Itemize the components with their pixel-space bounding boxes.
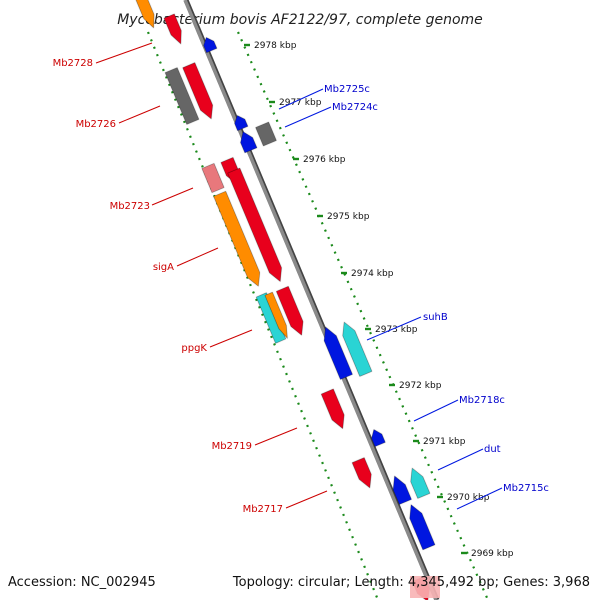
gene-feature-orange-top <box>135 0 155 29</box>
gene-label-leader <box>254 427 298 446</box>
gene-feature-red <box>182 62 213 120</box>
map-title: Mycobacterium bovis AF2122/97, complete … <box>117 12 483 28</box>
gene-feature-red <box>227 167 282 282</box>
kbp-tick-label: 2973 kbp <box>375 325 418 335</box>
gene-label-ppgk: ppgK <box>181 343 207 354</box>
gene-label-leader <box>209 329 253 348</box>
gene-label-leader <box>413 399 459 422</box>
gene-label-leader <box>456 487 503 510</box>
gene-label-mb2728: Mb2728 <box>53 58 93 69</box>
gene-feature-orange <box>264 291 288 339</box>
gene-label-leader <box>366 316 422 341</box>
kbp-tick-label: 2977 kbp <box>279 98 322 108</box>
gene-label-mb2719: Mb2719 <box>212 441 252 452</box>
kbp-tick-label: 2970 kbp <box>447 493 490 503</box>
kbp-tick-label: 2974 kbp <box>351 269 394 279</box>
gene-feature-gray <box>255 121 277 147</box>
gene-feature-cyan <box>342 321 373 377</box>
gene-label-siga: sigA <box>153 262 174 273</box>
gene-feature-blue <box>392 475 412 505</box>
gene-feature-blue <box>371 429 386 447</box>
gene-label-leader <box>176 247 219 267</box>
gene-label-leader <box>278 88 324 110</box>
gene-label-dut: dut <box>484 444 501 455</box>
gene-label-mb2725c: Mb2725c <box>324 84 370 95</box>
genome-summary-text: Topology: circular; Length: 4,345,492 bp… <box>232 575 590 590</box>
gene-label-mb2723: Mb2723 <box>110 201 150 212</box>
gene-label-suhb: suhB <box>423 312 448 323</box>
gene-label-mb2717: Mb2717 <box>243 504 283 515</box>
gene-feature-red <box>276 286 304 336</box>
gene-label-mb2715c: Mb2715c <box>503 483 549 494</box>
gene-label-mb2718c: Mb2718c <box>459 395 505 406</box>
gene-label-leader <box>118 105 161 124</box>
gene-label-leader <box>437 448 484 471</box>
kbp-tick-label: 2975 kbp <box>327 212 370 222</box>
gene-feature-blue <box>240 131 258 154</box>
gene-feature-orange <box>213 191 261 287</box>
gene-label-leader <box>285 490 328 509</box>
gene-feature-red <box>320 388 345 430</box>
gene-label-leader <box>95 42 153 64</box>
genome-backbone <box>183 0 440 600</box>
gene-feature-pink <box>201 163 225 193</box>
kbp-tick-label: 2972 kbp <box>399 381 442 391</box>
gene-feature-red <box>351 457 372 489</box>
gene-label-mb2724c: Mb2724c <box>332 102 378 113</box>
footer-highlight <box>410 576 440 598</box>
gene-feature-blue <box>234 115 249 131</box>
gene-feature-blue <box>409 504 436 551</box>
gene-labels: Mb2728 Mb2726 Mb2723 sigA ppgK Mb2719 Mb2717 Mb… <box>53 58 549 515</box>
gene-feature-gray <box>164 67 200 125</box>
gene-feature-red <box>163 13 182 45</box>
kbp-ticks: 2978 kbp 2977 kbp 2976 kbp 2975 kbp 2974 kbp… <box>244 41 514 559</box>
gene-label-leaders <box>95 42 503 510</box>
kbp-tick-label: 2978 kbp <box>254 41 297 51</box>
kbp-tick-label: 2971 kbp <box>423 437 466 447</box>
gene-label-mb2726: Mb2726 <box>76 119 116 130</box>
gene-features <box>135 0 436 600</box>
gene-label-leader <box>151 187 194 206</box>
accession-text: Accession: NC_002945 <box>8 575 156 590</box>
gene-feature-cyan <box>410 467 431 499</box>
gene-feature-blue <box>203 37 218 53</box>
kbp-tick-label: 2976 kbp <box>303 155 346 165</box>
kbp-tick-label: 2969 kbp <box>471 549 514 559</box>
gene-label-leader <box>284 106 332 128</box>
gene-feature-blue <box>323 326 353 380</box>
